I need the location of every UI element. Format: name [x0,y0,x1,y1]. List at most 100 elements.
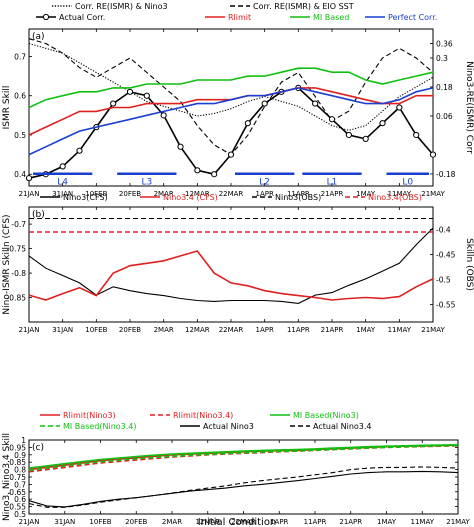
y-tick-label: 0.65 [9,488,26,497]
y-tick-label: 0.85 [9,458,26,467]
y2-tick-label: -0.55 [436,301,456,310]
x-tick-label: 11MAY [411,518,435,526]
x-tick-label: 22MAR [219,326,244,334]
x-tick-label: 1MAY [356,190,376,198]
y-tick-label: 0.75 [9,473,26,482]
legend-a: Corr. RE(ISMR) & Nino3 Corr. RE(ISMR) & E… [36,2,437,22]
x-tick-label: 11APR [287,190,310,198]
series-point [110,100,117,107]
x-tick-label: 20FEB [119,326,141,334]
y-tick-label: 0.95 [9,443,26,452]
y-tick-label: 0.5 [14,131,26,140]
legend-label: Actual Nino3 [203,422,254,431]
legend-b: Nino3(CFS) Nino3.4 (CFS) Nino3(OBS) Nino3.4… [40,193,422,202]
panel-label: (a) [32,32,45,42]
legend-label: Rlimit(Nino3.4) [173,411,233,420]
series-line [28,87,434,156]
y-tick-label: -0.85 [7,294,27,303]
x-tick-label: 21APR [339,518,362,526]
legend-label: Rlimit(Nino3) [63,411,116,420]
series-point [76,147,83,154]
x-tick-label: 12MAR [185,326,210,334]
series-line [28,470,459,508]
x-axis-label: Initial Condition [198,517,277,527]
x-tick-label: 31JAN [52,190,73,198]
x-tick-label: 21MAY [421,326,445,334]
y2-tick-label: -0.4 [436,226,451,235]
y-tick-label: -0.8 [11,269,26,278]
series-point [177,143,184,150]
y2-tick-label: 0.18 [436,83,453,92]
series-point [194,167,201,174]
y-tick-label: -0.7 [11,220,26,229]
x-tick-label: 22MAR [231,518,256,526]
x-tick-label: 21MAY [446,518,470,526]
y2-tick-label: -0.5 [436,276,451,285]
legend-label: Nino3(OBS) [275,193,321,202]
x-tick-label: 11MAY [388,326,412,334]
y-tick-label: 0.4 [14,170,26,179]
series-point [345,131,352,139]
y-tick-label: 1 [21,436,26,445]
x-tick-label: 1MAY [356,326,376,334]
x-tick-label: 31JAN [54,518,75,526]
lead-label: L4 [57,178,68,188]
x-tick-label: 10FEB [89,518,111,526]
legend-label: Perfect Corr. [388,13,437,22]
x-tick-label: 1APR [256,326,274,334]
series-line [28,444,459,471]
legend-label: Nino3.4 (CFS) [163,193,218,202]
x-tick-label: 11MAY [388,190,412,198]
y-tick-label: 0.6 [14,495,26,504]
series-point [244,120,251,127]
y2-tick-label: -0.45 [436,251,456,260]
series-point [160,112,167,119]
legend-label: Corr. RE(ISMR) & EIO SST [253,2,354,11]
legend-label: MI Based(Nino3) [293,411,359,420]
x-tick-label: 21MAY [421,190,445,198]
panel-a: 21JAN 31JAN 10FEB 20FEB 2MAR 12MAR 22MAR 1APR 11… [2,28,474,198]
series-point [429,151,437,158]
x-tick-label: 11APR [287,326,310,334]
x-tick-label: 11APR [304,518,327,526]
series-point [227,151,235,158]
series-line [28,42,434,131]
y2-tick-label: 0.06 [436,112,453,121]
lead-label: L3 [141,178,152,188]
series-point [143,92,150,99]
y2-axis-label: Skilln (OBS) [464,238,474,291]
x-tick-label: 21JAN [19,326,40,334]
y-tick-label: 0.7 [14,52,26,61]
x-tick-label: 2MAR [154,190,174,198]
panel-b: 21JAN 31JAN 10FEB 20FEB 2MAR 12MAR 22MAR 1APR 11… [2,206,474,334]
y-tick-label: 0.7 [14,480,26,489]
x-tick-label: 21APR [321,190,344,198]
y2-axis-label: Nino3-RE(ISMR) Corr [464,61,474,154]
legend-label: Actual Corr. [59,13,105,22]
series-line [28,466,459,508]
x-tick-label: 20FEB [125,518,147,526]
plot-frame [28,28,434,187]
x-tick-label: 2MAR [162,518,182,526]
y-tick-label: 0.8 [14,466,26,475]
legend-label: MI Based(Nino3.4) [63,422,137,431]
series-point [126,88,134,95]
series-point [413,131,420,139]
series-point [25,175,33,182]
panel-label: (c) [32,443,44,453]
x-tick-label: 21JAN [19,518,40,526]
x-tick-label: 22MAR [219,190,244,198]
series-line [28,445,459,473]
legend-label: Nino3(CFS) [63,193,108,202]
lead-label: L1 [327,178,338,188]
y2-tick-label: -0.18 [436,170,456,179]
y-tick-label: 0.9 [14,451,26,460]
y-axis-label: Nino-ISMR Skilln (CFS) [2,214,12,314]
series-point [312,100,319,107]
x-tick-label: 10FEB [85,326,107,334]
plot-frame [28,206,434,323]
series-point [362,135,369,142]
legend-marker [42,13,50,21]
x-tick-label: 1MAY [377,518,397,526]
